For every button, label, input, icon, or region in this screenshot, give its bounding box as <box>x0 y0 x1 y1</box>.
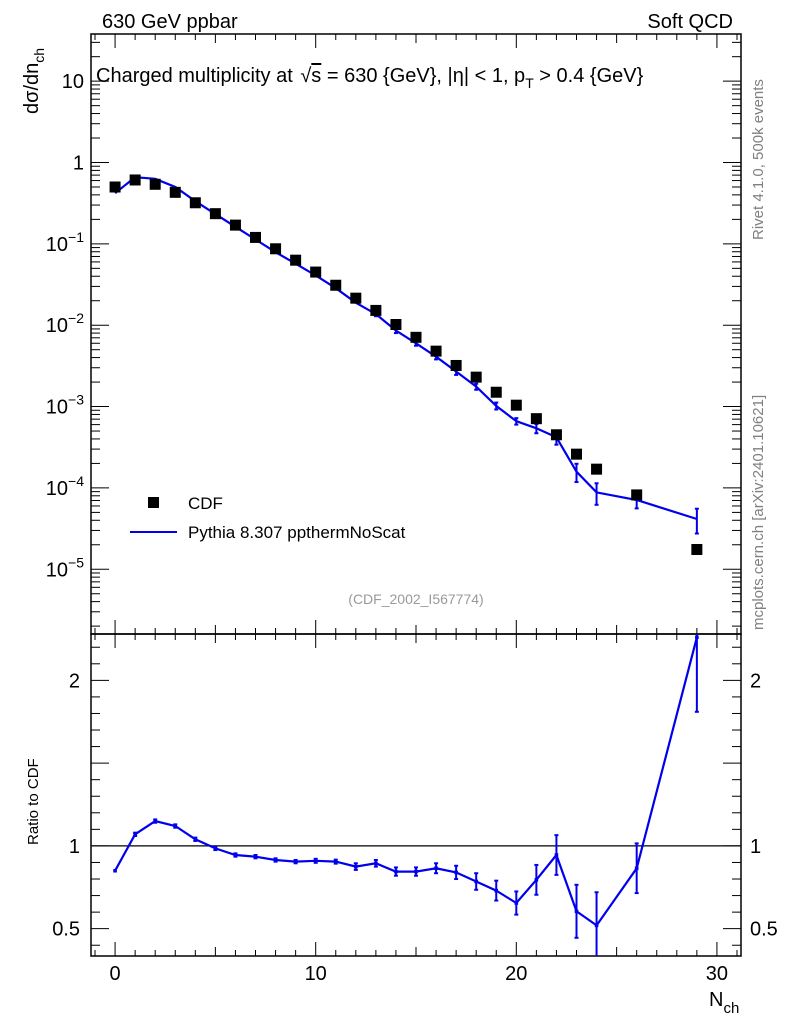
y-tick-label: 10−3 <box>46 392 84 419</box>
ratio-data-layer <box>91 634 741 956</box>
cdf-data-point <box>550 429 562 441</box>
header-left-label: 630 GeV ppbar <box>102 11 238 33</box>
cdf-data-point <box>470 371 482 383</box>
cdf-data-point <box>270 243 282 255</box>
cdf-data-point <box>570 448 582 460</box>
cdf-data-point <box>370 304 382 316</box>
ratio-y-tick-label: 1 <box>750 836 761 858</box>
cdf-data-point <box>530 413 542 425</box>
main-data-layer <box>109 174 703 555</box>
cdf-data-point <box>390 319 402 331</box>
rivet-version-label: Rivet 4.1.0, 500k events <box>750 79 767 240</box>
main-title: Charged multiplicity at √s = 630 {GeV}, … <box>96 65 644 91</box>
cdf-data-point <box>189 197 201 209</box>
ratio-point <box>113 868 117 873</box>
y-tick-label: 10−4 <box>46 473 84 500</box>
legend-cdf-marker <box>148 497 159 508</box>
ratio-y-tick-label: 2 <box>750 670 761 692</box>
cdf-data-point <box>691 543 703 555</box>
ratio-axis-ticks: 0 10 20 30 0.5 0.5 1 1 2 2 <box>52 634 778 985</box>
y-tick-label: 10−5 <box>46 554 84 581</box>
cdf-data-point <box>129 174 141 186</box>
cdf-data-point <box>450 359 462 371</box>
cdf-data-point <box>250 231 262 243</box>
cdf-data-point <box>631 489 643 501</box>
cdf-data-point <box>109 181 121 193</box>
ratio-y-tick-label: 0.5 <box>52 919 80 941</box>
ratio-line <box>114 637 698 927</box>
cdf-data-point <box>310 266 322 278</box>
ratio-plot-frame <box>90 633 742 957</box>
x-tick-label: 20 <box>505 963 527 985</box>
ratio-y-tick-label: 2 <box>69 670 80 692</box>
cdf-data-point <box>330 279 342 291</box>
cdf-data-point <box>169 186 181 198</box>
cdf-data-point <box>510 399 522 411</box>
ratio-y-tick-label: 0.5 <box>750 919 778 941</box>
header-right-label: Soft QCD <box>647 11 733 33</box>
cdf-data-point <box>350 292 362 304</box>
cdf-data-point <box>430 345 442 357</box>
main-axis-ticks: 10 1 10−1 10−2 10−3 10−4 10−5 <box>46 34 741 634</box>
y-tick-label: 10 <box>62 71 84 93</box>
legend-pythia-label: Pythia 8.307 ppthermNoScat <box>188 523 406 542</box>
legend: CDF Pythia 8.307 ppthermNoScat <box>130 494 406 542</box>
cdf-data-point <box>290 254 302 266</box>
cdf-data-point <box>591 463 603 475</box>
legend-cdf-label: CDF <box>188 494 223 513</box>
y-tick-label: 1 <box>73 153 84 175</box>
cdf-data-point <box>149 178 161 190</box>
cdf-data-point <box>209 208 221 220</box>
ratio-y-tick-label: 1 <box>69 836 80 858</box>
y-tick-label: 10−1 <box>46 229 84 256</box>
x-tick-label: 10 <box>305 963 327 985</box>
main-y-axis-label: dσ/dnch <box>21 48 47 114</box>
ratio-y-axis-label: Ratio to CDF <box>25 758 42 845</box>
cdf-data-point <box>490 386 502 398</box>
x-axis-label: Nch <box>709 989 739 1017</box>
y-tick-label: 10−2 <box>46 310 84 337</box>
source-label: mcplots.cern.ch [arXiv:2401.10621] <box>750 395 767 630</box>
analysis-id-label: (CDF_2002_I567774) <box>348 591 483 607</box>
pythia-line <box>114 176 698 521</box>
x-tick-label: 30 <box>706 963 728 985</box>
x-tick-label: 0 <box>110 963 121 985</box>
cdf-data-point <box>229 219 241 231</box>
cdf-data-point <box>410 331 422 343</box>
